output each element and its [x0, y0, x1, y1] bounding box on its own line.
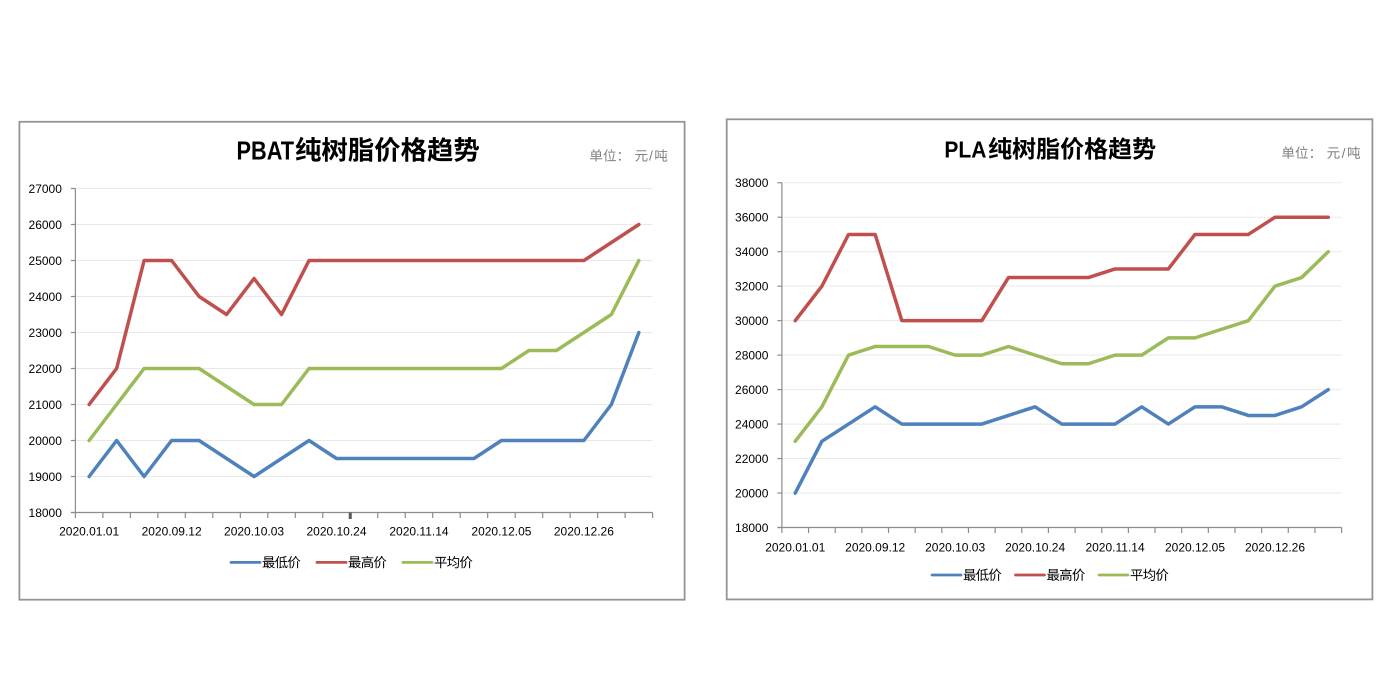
svg-text:34000: 34000 [735, 245, 769, 259]
svg-text:36000: 36000 [735, 211, 769, 225]
svg-text:18000: 18000 [29, 506, 63, 520]
svg-text:18000: 18000 [735, 521, 769, 535]
svg-text:PBAT: PBAT [237, 137, 295, 165]
svg-text:2020.11.14: 2020.11.14 [1085, 541, 1144, 555]
svg-text:2020.12.05: 2020.12.05 [1165, 541, 1225, 555]
svg-text:20000: 20000 [735, 486, 769, 500]
svg-text:32000: 32000 [735, 279, 769, 293]
svg-text:30000: 30000 [735, 314, 769, 328]
svg-text:38000: 38000 [735, 176, 769, 190]
svg-text:2020.10.24: 2020.10.24 [306, 524, 366, 538]
svg-text:19000: 19000 [29, 470, 63, 484]
svg-text:2020.11.14: 2020.11.14 [389, 524, 448, 538]
svg-text:25000: 25000 [29, 254, 63, 268]
svg-text:2020.10.03: 2020.10.03 [224, 524, 284, 538]
svg-text:22000: 22000 [29, 362, 63, 376]
svg-text:2020.12.05: 2020.12.05 [471, 524, 531, 538]
svg-text:2020.01.01: 2020.01.01 [59, 524, 119, 538]
svg-text:28000: 28000 [735, 348, 769, 362]
svg-text:2020.12.26: 2020.12.26 [1245, 541, 1305, 555]
svg-text:2020.12.26: 2020.12.26 [554, 524, 614, 538]
svg-text:27000: 27000 [29, 182, 63, 196]
svg-text:2020.10.24: 2020.10.24 [1005, 541, 1065, 555]
svg-text:24000: 24000 [29, 290, 63, 304]
svg-text:21000: 21000 [29, 398, 63, 412]
svg-text:PLA: PLA [944, 137, 986, 163]
svg-text:26000: 26000 [735, 383, 769, 397]
svg-text:2020.10.03: 2020.10.03 [925, 541, 985, 555]
svg-text:/: / [649, 148, 653, 164]
svg-text:2020.01.01: 2020.01.01 [765, 541, 825, 555]
svg-text:22000: 22000 [735, 452, 769, 466]
svg-text:2020.09.12: 2020.09.12 [142, 524, 202, 538]
svg-text:26000: 26000 [29, 218, 63, 232]
svg-text:20000: 20000 [29, 434, 63, 448]
svg-text:2020.09.12: 2020.09.12 [845, 541, 905, 555]
svg-text:24000: 24000 [735, 417, 769, 431]
svg-text:/: / [1342, 145, 1346, 161]
svg-text:23000: 23000 [29, 326, 63, 340]
